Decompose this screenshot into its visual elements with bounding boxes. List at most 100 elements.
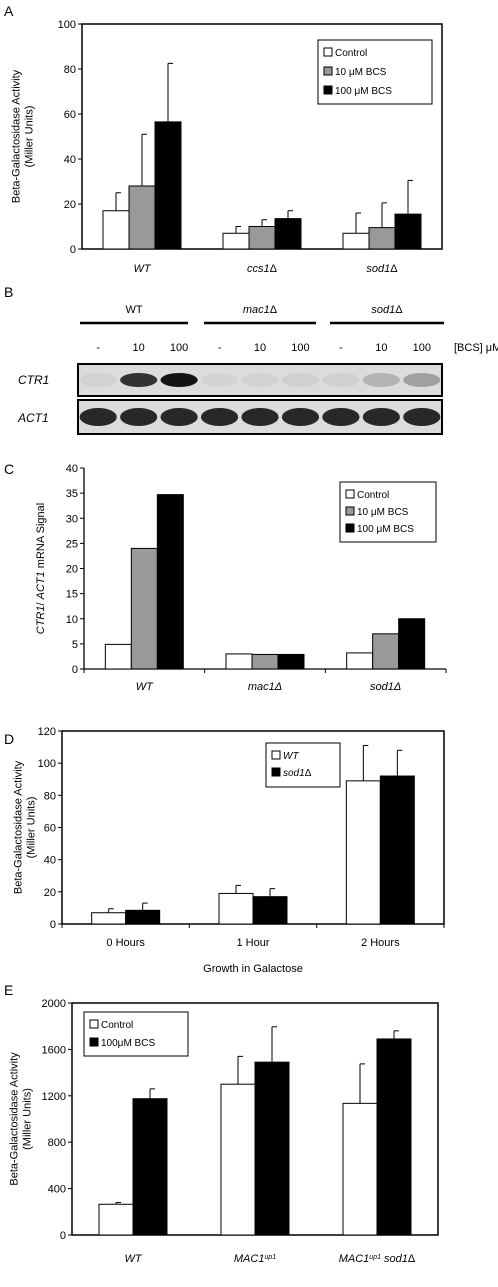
y-tick-label: 40 xyxy=(66,463,78,475)
legend-swatch-100-m-bcs xyxy=(323,85,333,95)
y-tick-label: 1600 xyxy=(42,1044,66,1056)
blot-band-act1-lane-4 xyxy=(200,408,239,426)
legend-label-100-m-bcs: 100 μM BCS xyxy=(357,524,414,535)
bar-100-m-bcs-sod1 xyxy=(394,213,422,250)
bar-control-mac1up1 xyxy=(220,1083,256,1236)
legend-label-sod1: sod1Δ xyxy=(283,768,312,779)
y-axis-label: CTR1/ ACT1 mRNA Signal xyxy=(35,503,47,634)
bar-100-m-bcs-wt xyxy=(132,1098,168,1236)
bar-100-m-bcs-wt xyxy=(154,121,182,250)
legend-swatch-100-m-bcs xyxy=(345,523,355,533)
x-tick-label-sod1: sod1Δ xyxy=(366,263,398,275)
legend-swatch-control xyxy=(89,1019,99,1029)
blot-conc-label: 100 xyxy=(291,342,309,354)
y-tick-label: 100 xyxy=(58,19,76,31)
blot-band-ctr1-lane-8 xyxy=(362,373,400,387)
blot-conc-label: 100 xyxy=(413,342,431,354)
bar-wt-0-hours xyxy=(91,912,127,925)
x-tick-label-ccs1: ccs1Δ xyxy=(247,263,278,275)
blot-conc-label: 10 xyxy=(254,342,266,354)
x-tick-label-wt: WT xyxy=(124,1253,142,1265)
legend-swatch-10-m-bcs xyxy=(323,66,333,76)
bar-100-m-bcs-mac1 xyxy=(277,653,305,670)
bar-wt-1-hour xyxy=(218,892,254,925)
y-tick-label: 40 xyxy=(64,154,76,166)
legend-box xyxy=(83,1011,189,1057)
blot-band-ctr1-lane-6 xyxy=(281,373,320,387)
blot-conc-label: - xyxy=(96,342,100,354)
y-tick-label: 1200 xyxy=(42,1091,66,1103)
bar-control-wt xyxy=(102,210,130,250)
y-tick-label: 20 xyxy=(66,564,78,576)
blot-band-act1-lane-1 xyxy=(79,408,117,426)
blot-band-act1-lane-8 xyxy=(362,408,400,426)
blot-conc-unit: [BCS] μM xyxy=(454,342,498,354)
chart-a: 0 20 40 60 80 100 WT ccs1Δ sod1Δ Beta-Galactosida… xyxy=(11,19,443,275)
y-tick-label: 120 xyxy=(38,726,56,738)
bar-100-m-bcs-mac1up1-sod1 xyxy=(376,1038,412,1236)
x-tick-label-0-hours: 0 Hours xyxy=(106,937,145,949)
blot-group-label-mac1: mac1Δ xyxy=(243,304,278,316)
y-tick-label: 0 xyxy=(50,919,56,931)
blot-band-act1-lane-3 xyxy=(160,408,198,426)
bar-100-m-bcs-mac1up1 xyxy=(254,1061,290,1236)
y-tick-label: 10 xyxy=(66,614,78,626)
panel-letter-a: A xyxy=(4,3,14,19)
y-tick-label: 0 xyxy=(60,1230,66,1242)
legend-swatch-10-m-bcs xyxy=(345,506,355,516)
bar-100-m-bcs-sod1 xyxy=(398,618,426,670)
x-tick-label-mac1up1: MAC1up1 xyxy=(234,1253,276,1265)
chart-d: 0 20 40 60 80 100 120 0 Hours 1 Hour 2 Hours Beta-… xyxy=(13,726,445,975)
legend-swatch-control xyxy=(345,489,355,499)
bar-control-mac1up1-sod1 xyxy=(342,1102,378,1236)
blot-band-ctr1-lane-7 xyxy=(322,373,360,387)
y-tick-label: 60 xyxy=(64,109,76,121)
legend-label-wt: WT xyxy=(283,751,299,762)
legend-label-10-m-bcs: 10 μM BCS xyxy=(335,67,387,78)
y-tick-label: 35 xyxy=(66,488,78,500)
panel-letter-e: E xyxy=(4,982,13,998)
chart-c: 0 5 10 15 20 25 30 35 40 WT mac1Δ sod1Δ CTR1/ ACT1 m… xyxy=(35,463,447,693)
blot-band-ctr1-lane-2 xyxy=(120,373,158,387)
x-axis-label: Growth in Galactose xyxy=(203,963,303,975)
bar-control-sod1 xyxy=(346,652,374,670)
bar-sod1-1-hour xyxy=(252,896,288,925)
legend-swatch-sod1 xyxy=(271,767,281,777)
y-axis-label: Beta-Galactosidase Activity(Miller Units… xyxy=(11,69,36,203)
y-tick-label: 100 xyxy=(38,758,56,770)
bar-sod1-0-hours xyxy=(125,909,161,925)
x-tick-label-sod1: sod1Δ xyxy=(370,681,401,693)
blot-conc-label: - xyxy=(218,342,222,354)
y-tick-label: 20 xyxy=(44,887,56,899)
bar-10-m-bcs-ccs1 xyxy=(248,226,276,250)
legend-label-control: Control xyxy=(335,48,367,59)
y-tick-label: 60 xyxy=(44,823,56,835)
blot-band-ctr1-lane-1 xyxy=(79,373,117,387)
blot-row-label-act1: ACT1 xyxy=(17,411,49,425)
blot-conc-label: 10 xyxy=(375,342,387,354)
bar-control-sod1 xyxy=(342,232,370,250)
panel-letter-d: D xyxy=(4,731,14,747)
blot-band-act1-lane-9 xyxy=(403,408,441,426)
blot-band-act1-lane-6 xyxy=(281,408,320,426)
y-tick-label: 25 xyxy=(66,538,78,550)
blot-band-ctr1-lane-9 xyxy=(403,373,441,387)
panel-letter-c: C xyxy=(4,461,14,477)
x-tick-label-2-hours: 2 Hours xyxy=(361,937,400,949)
y-tick-label: 80 xyxy=(44,790,56,802)
blot-band-act1-lane-7 xyxy=(322,408,360,426)
blot-band-ctr1-lane-5 xyxy=(241,373,279,387)
bar-sod1-2-hours xyxy=(379,775,415,925)
x-tick-label-wt: WT xyxy=(133,263,151,275)
legend-label-control: Control xyxy=(357,490,389,501)
y-tick-label: 40 xyxy=(44,855,56,867)
legend-swatch-wt xyxy=(271,750,281,760)
blot-conc-label: - xyxy=(339,342,343,354)
bar-10-m-bcs-mac1 xyxy=(251,653,279,670)
bar-10-m-bcs-sod1 xyxy=(368,227,396,250)
blot-band-ctr1-lane-3 xyxy=(160,373,198,387)
y-tick-label: 15 xyxy=(66,589,78,601)
bar-control-mac1 xyxy=(225,653,253,670)
y-tick-label: 0 xyxy=(72,664,78,676)
